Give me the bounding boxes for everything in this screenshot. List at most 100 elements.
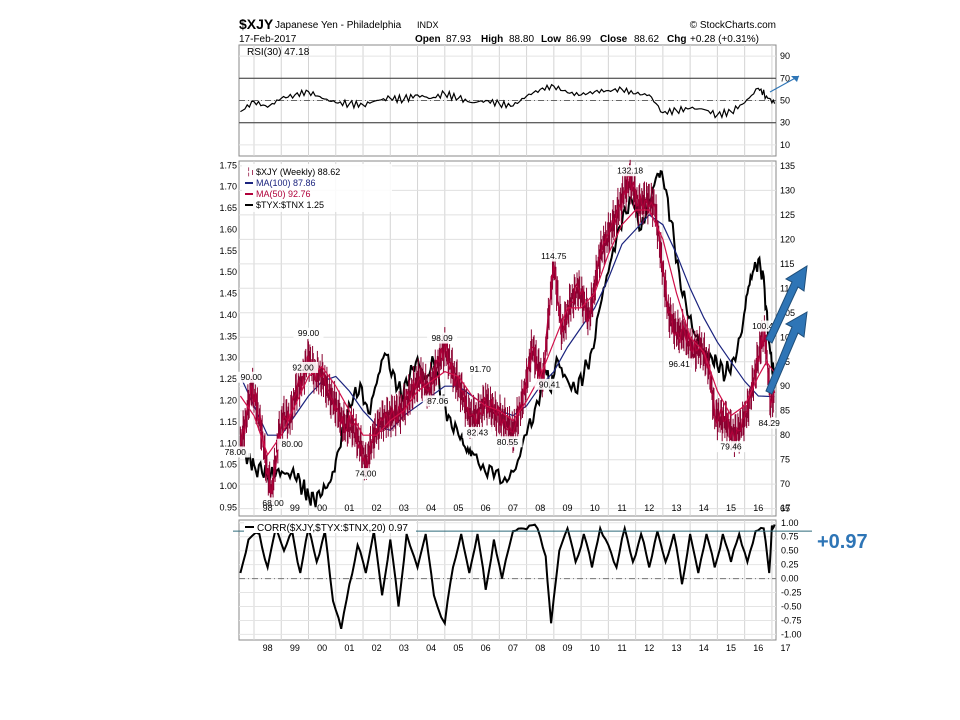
right-tick-label: 130 [780, 185, 795, 195]
xjy-price-line [239, 174, 776, 495]
price-annotation: 87.06 [427, 396, 449, 406]
x-tick-label: 17 [781, 643, 791, 653]
corr-tick-label: 1.00 [781, 518, 799, 528]
price-annotation: 80.55 [497, 437, 519, 447]
corr-callout: +0.97 [817, 531, 868, 553]
x-tick-label: 10 [590, 503, 600, 513]
annotation-bg [664, 358, 695, 370]
left-tick-label: 1.05 [219, 460, 237, 470]
legend-bar-icon: ╎ı [246, 167, 254, 177]
x-tick-label: 02 [372, 643, 382, 653]
open-label: Open [415, 34, 441, 45]
left-tick-label: 1.20 [219, 396, 237, 406]
right-tick-label: 90 [780, 381, 790, 391]
x-tick-label: 10 [590, 643, 600, 653]
annotation-bg [422, 395, 453, 407]
x-tick-label: 00 [317, 643, 327, 653]
ma50-line [239, 209, 776, 457]
annotation-bg [534, 378, 565, 390]
left-tick-label: 1.00 [219, 481, 237, 491]
x-tick-label: 09 [562, 643, 572, 653]
price-annotation: 114.75 [541, 251, 567, 261]
legend-entry: $XJY (Weekly) 88.62 [256, 167, 340, 177]
price-annotation: 90.00 [241, 372, 263, 382]
corr-tick-label: 0.75 [781, 532, 799, 542]
x-tick-label: 16 [753, 503, 763, 513]
corr-tick-label: 0.25 [781, 560, 799, 570]
right-tick-label: 125 [780, 210, 795, 220]
correlation-line [239, 523, 776, 630]
ohlc-summary: Open 87.93 High 88.80 Low 86.99 Close 88… [415, 34, 759, 45]
open-value: 87.93 [446, 34, 471, 45]
annotation-bg [492, 436, 523, 448]
x-tick-label: 04 [426, 503, 436, 513]
x-tick-label: 99 [290, 643, 300, 653]
x-tick-label: 98 [263, 503, 273, 513]
x-tick-label: 16 [753, 643, 763, 653]
chart-instrument-name: Japanese Yen - Philadelphia [275, 20, 402, 31]
legend-bg [242, 164, 392, 212]
left-tick-label: 1.70 [219, 182, 237, 192]
x-tick-label: 01 [344, 643, 354, 653]
stockcharts-brand: © StockCharts.com [690, 20, 776, 31]
right-tick-label: 85 [780, 406, 790, 416]
rsi-tick-label: 50 [780, 96, 790, 106]
corr-tick-label: 0.00 [781, 574, 799, 584]
left-tick-label: 1.30 [219, 353, 237, 363]
ratio-left-axis: 1.75 1.70 1.65 1.60 1.55 1.50 1.45 1.40 1.35 1.30… [219, 160, 237, 512]
right-tick-label: 105 [780, 308, 795, 318]
close-value: 88.62 [634, 34, 659, 45]
x-tick-label: 14 [699, 643, 709, 653]
x-tick-label: 00 [317, 503, 327, 513]
price-annotation: 91.70 [470, 364, 492, 374]
left-tick-label: 1.40 [219, 310, 237, 320]
left-tick-label: 1.65 [219, 203, 237, 213]
price-annotation: 82.43 [467, 427, 489, 437]
right-tick-label: 75 [780, 455, 790, 465]
annotation-bg [277, 438, 308, 450]
rsi-tick-label: 10 [780, 140, 790, 150]
annotation-bg [465, 363, 496, 375]
x-tick-label: 11 [617, 503, 626, 513]
chart-date: 17-Feb-2017 [239, 34, 297, 45]
ma100-line [239, 214, 775, 436]
high-value: 88.80 [509, 34, 534, 45]
x-tick-label: 05 [453, 643, 463, 653]
annotation-bg [754, 417, 785, 429]
low-label: Low [541, 34, 561, 45]
chg-label: Chg [667, 34, 686, 45]
price-panel-frame [238, 160, 777, 517]
x-tick-label: 15 [726, 503, 736, 513]
annotation-bg [747, 320, 783, 332]
right-tick-label: 65 [780, 504, 790, 514]
close-label: Close [600, 34, 628, 45]
x-tick-label: 99 [290, 503, 300, 513]
corr-tick-label: -1.00 [781, 629, 802, 639]
annotation-bg [427, 332, 458, 344]
corr-panel-frame [238, 519, 777, 641]
left-tick-label: 1.45 [219, 289, 237, 299]
x-tick-label: 09 [562, 503, 572, 513]
price-annotation: 96.41 [669, 359, 691, 369]
price-annotation: 68.00 [262, 498, 284, 508]
low-value: 86.99 [566, 34, 591, 45]
left-tick-label: 0.95 [219, 502, 237, 512]
x-tick-label: 01 [344, 503, 354, 513]
right-tick-label: 70 [780, 479, 790, 489]
rsi-tick-label: 30 [780, 118, 790, 128]
x-tick-label: 06 [481, 503, 491, 513]
left-tick-label: 1.25 [219, 374, 237, 384]
chart-exchange: INDX [417, 20, 439, 30]
left-tick-label: 1.15 [219, 417, 237, 427]
rsi-tick-label: 70 [780, 73, 790, 83]
x-tick-label: 12 [644, 643, 654, 653]
annotation-bg [716, 441, 747, 453]
rsi-axis: 90 70 50 30 10 [780, 51, 790, 150]
corr-tick-label: -0.75 [781, 615, 802, 625]
up-arrow-2 [765, 311, 808, 395]
price-annotation: 78.00 [225, 447, 247, 457]
annotation-bg [293, 327, 324, 339]
legend-entry: MA(100) 87.86 [256, 178, 316, 188]
high-label: High [481, 34, 503, 45]
